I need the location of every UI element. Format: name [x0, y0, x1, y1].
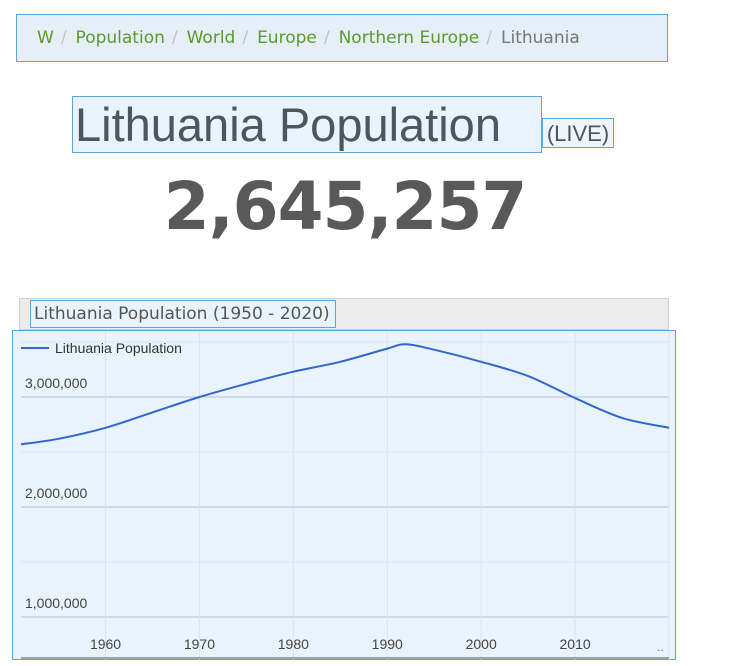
breadcrumb-separator: /	[242, 28, 249, 48]
page-title: Lithuania Population	[75, 98, 501, 151]
breadcrumb-separator: /	[323, 28, 330, 48]
breadcrumb-separator: /	[486, 28, 492, 48]
series-line	[20, 343, 670, 446]
chart-title: Lithuania Population (1950 - 2020)	[30, 300, 336, 328]
breadcrumb-separator: /	[60, 28, 67, 48]
breadcrumb-separator: /	[171, 28, 178, 48]
chart-svg: 1,000,000 2,000,000 3,000,000 1960 1970 1980 1…	[20, 331, 670, 661]
live-badge: (LIVE)	[542, 118, 614, 148]
breadcrumb-link-world[interactable]: World	[186, 28, 236, 48]
breadcrumb: W / Population / World / Europe / Northe…	[16, 14, 668, 62]
breadcrumb-link-w[interactable]: W	[37, 28, 54, 48]
breadcrumb-link-northern-europe[interactable]: Northern Europe	[338, 28, 480, 48]
x-tick-label: 1970	[184, 636, 215, 652]
legend-label: Lithuania Population	[55, 340, 182, 356]
breadcrumb-link-europe[interactable]: Europe	[257, 28, 317, 48]
x-tick-label: 1960	[90, 636, 121, 652]
x-tick-label: 1980	[278, 636, 309, 652]
y-tick-label: 3,000,000	[25, 375, 87, 391]
x-tick-label: 2000	[466, 636, 497, 652]
y-tick-label: 1,000,000	[25, 595, 87, 611]
x-tick-label: ..	[657, 640, 664, 654]
x-tick-label: 2010	[560, 636, 591, 652]
breadcrumb-link-population[interactable]: Population	[75, 28, 165, 48]
population-chart[interactable]: 1,000,000 2,000,000 3,000,000 1960 1970 1980 1…	[12, 330, 676, 661]
page-title-highlight	[72, 96, 542, 153]
population-counter: 2,645,257	[163, 168, 528, 245]
breadcrumb-current: Lithuania	[501, 28, 580, 48]
y-tick-label: 2,000,000	[25, 485, 87, 501]
x-tick-label: 1990	[372, 636, 403, 652]
